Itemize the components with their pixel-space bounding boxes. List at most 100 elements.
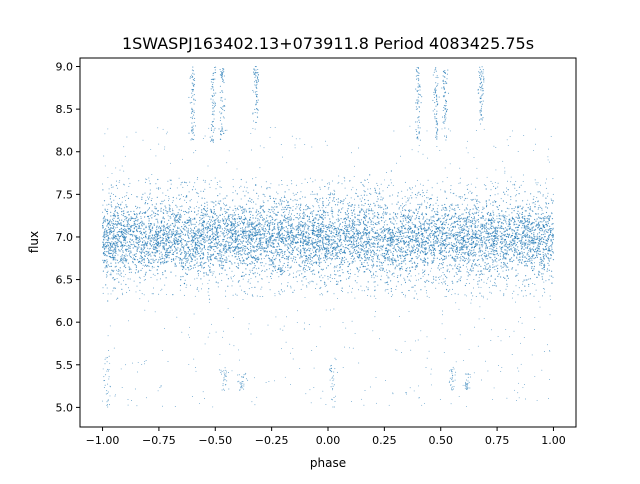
data-point xyxy=(217,221,220,223)
data-point xyxy=(232,250,234,253)
data-point xyxy=(104,250,106,253)
data-point xyxy=(312,245,314,247)
data-point xyxy=(137,240,139,242)
data-point xyxy=(523,242,525,244)
data-point xyxy=(250,222,252,224)
data-point xyxy=(451,249,453,251)
data-point xyxy=(167,211,169,213)
data-point xyxy=(465,244,467,246)
data-point xyxy=(344,222,347,224)
data-point xyxy=(158,259,160,261)
data-point xyxy=(405,240,408,242)
data-point xyxy=(245,203,248,205)
data-point xyxy=(404,257,406,259)
data-point xyxy=(223,236,225,238)
data-point xyxy=(144,216,146,218)
data-point xyxy=(260,234,262,236)
data-point xyxy=(464,194,466,196)
data-point xyxy=(292,238,294,240)
data-point xyxy=(377,204,379,206)
data-point xyxy=(166,240,168,242)
data-point xyxy=(357,214,359,216)
data-point xyxy=(537,233,539,235)
data-point xyxy=(226,208,228,211)
data-point xyxy=(212,237,214,239)
data-point xyxy=(338,219,340,221)
data-point xyxy=(549,245,552,247)
data-point xyxy=(517,220,520,222)
data-point xyxy=(318,233,320,236)
data-point xyxy=(397,281,399,283)
data-point xyxy=(361,262,363,264)
data-point xyxy=(494,239,496,241)
data-point xyxy=(213,206,215,208)
data-point xyxy=(190,210,193,212)
data-point xyxy=(103,234,106,236)
data-point xyxy=(347,203,349,205)
data-point xyxy=(502,223,504,225)
data-point xyxy=(336,252,338,254)
data-point xyxy=(437,235,439,237)
data-point xyxy=(374,239,376,241)
data-point xyxy=(113,233,115,235)
data-point xyxy=(180,249,182,251)
data-point xyxy=(319,241,321,243)
data-point xyxy=(325,233,327,235)
data-point xyxy=(151,265,153,268)
data-point xyxy=(503,256,505,258)
data-point xyxy=(428,207,431,209)
data-point xyxy=(261,224,263,226)
data-point xyxy=(396,235,398,237)
data-point xyxy=(236,251,238,253)
data-point xyxy=(442,245,444,247)
data-point xyxy=(434,249,437,251)
data-point xyxy=(438,265,440,267)
data-point xyxy=(426,242,428,244)
data-point xyxy=(491,245,494,247)
data-point xyxy=(134,218,136,220)
data-point xyxy=(479,235,481,237)
data-point xyxy=(516,251,518,253)
data-point xyxy=(141,251,143,253)
data-point xyxy=(275,236,277,238)
data-point xyxy=(105,242,107,244)
data-point xyxy=(546,268,549,270)
data-point xyxy=(471,224,473,227)
data-point xyxy=(203,208,205,210)
data-point xyxy=(278,267,280,269)
data-point xyxy=(248,225,250,227)
data-point xyxy=(354,204,356,206)
data-point xyxy=(550,254,552,256)
data-point xyxy=(388,184,390,186)
data-point xyxy=(135,241,137,243)
data-point xyxy=(410,227,412,229)
data-point xyxy=(413,252,415,254)
data-point xyxy=(409,270,411,272)
data-point xyxy=(495,230,497,232)
data-point xyxy=(121,244,123,246)
data-point xyxy=(194,247,196,249)
data-point xyxy=(298,204,300,206)
data-point xyxy=(318,271,320,273)
data-point xyxy=(415,217,418,219)
data-point xyxy=(161,220,163,222)
data-point xyxy=(518,240,520,242)
data-point xyxy=(370,252,372,254)
data-point xyxy=(290,243,292,245)
data-point xyxy=(492,266,494,269)
data-point xyxy=(185,255,187,257)
data-point xyxy=(380,238,382,241)
data-point xyxy=(245,218,247,220)
data-point xyxy=(268,222,270,224)
data-point xyxy=(209,242,211,245)
data-point xyxy=(271,235,273,237)
data-point xyxy=(295,208,297,210)
data-point xyxy=(233,214,235,216)
data-point xyxy=(204,239,206,241)
data-point xyxy=(287,259,289,261)
data-point xyxy=(361,258,363,260)
data-point xyxy=(454,258,456,260)
data-point xyxy=(360,181,362,184)
data-point xyxy=(214,219,216,221)
data-point xyxy=(380,207,382,209)
